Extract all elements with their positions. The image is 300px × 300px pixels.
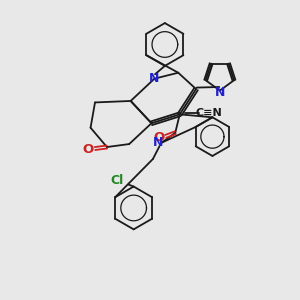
Text: C≡N: C≡N [195,108,222,118]
Text: N: N [215,85,225,98]
Text: O: O [83,142,94,156]
Text: Cl: Cl [111,174,124,187]
Text: N: N [153,136,164,149]
Text: O: O [154,131,165,144]
Text: N: N [149,72,160,85]
